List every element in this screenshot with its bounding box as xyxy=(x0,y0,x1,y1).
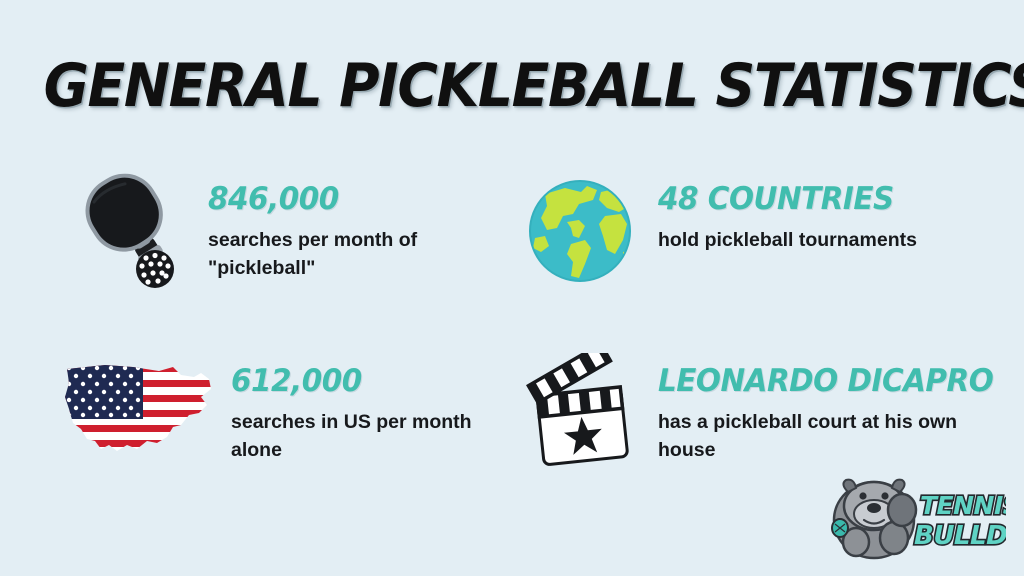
stat-headline: 48 COUNTRIES xyxy=(658,181,894,217)
stats-grid: 846,000 searches per month of "picklebal… xyxy=(64,168,994,500)
stat-text-group: 612,000 searches in US per month alone xyxy=(231,350,510,464)
stat-description: searches in US per month alone xyxy=(231,411,472,461)
globe-icon xyxy=(520,168,640,293)
stat-headline: 846,000 xyxy=(208,181,339,217)
pickleball-paddle-and-ball-icon xyxy=(70,168,190,293)
brand-logo[interactable]: TENNIS BULLDOG xyxy=(826,476,1006,562)
stat-description: has a pickleball court at his own house xyxy=(658,411,958,461)
stat-text-group: 846,000 searches per month of "picklebal… xyxy=(208,168,508,282)
stat-block-us-searches: 612,000 searches in US per month alone xyxy=(64,350,510,500)
stat-block-searches-per-month: 846,000 searches per month of "picklebal… xyxy=(70,168,510,318)
brand-logo-text: TENNIS BULLDOG xyxy=(912,489,1006,552)
stat-headline: 612,000 xyxy=(231,363,362,399)
stat-text-group: LEONARDO DICAPRO has a pickleball court … xyxy=(658,350,1011,464)
page-title: GENERAL PICKLEBALL STATISTICS xyxy=(43,51,1024,121)
stat-headline: LEONARDO DICAPRO xyxy=(658,363,994,399)
stat-description: hold pickleball tournaments xyxy=(658,229,917,251)
brand-logo-line2: BULLDOG xyxy=(914,521,1006,551)
usa-flag-map-icon xyxy=(58,350,223,475)
movie-clapperboard-icon xyxy=(520,350,640,475)
page-title-container: GENERAL PICKLEBALL STATISTICS xyxy=(0,56,1024,116)
stat-description: searches per month of "pickleball" xyxy=(208,229,418,279)
stat-block-leonardo-dicapro: LEONARDO DICAPRO has a pickleball court … xyxy=(520,350,994,500)
bulldog-mascot-icon xyxy=(831,478,918,560)
stat-text-group: 48 COUNTRIES hold pickleball tournaments xyxy=(658,168,917,255)
brand-logo-line1: TENNIS xyxy=(920,491,1006,520)
stat-block-countries: 48 COUNTRIES hold pickleball tournaments xyxy=(520,168,960,318)
